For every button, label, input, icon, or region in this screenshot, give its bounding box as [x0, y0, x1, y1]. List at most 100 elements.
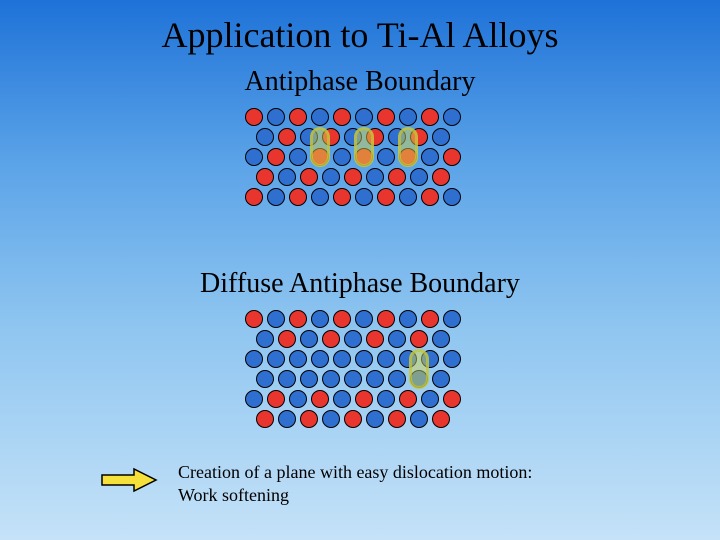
atom-red [245, 108, 263, 126]
atom-red [344, 410, 362, 428]
atom-blue [399, 310, 417, 328]
atom-red [421, 108, 439, 126]
highlight-pill [310, 127, 330, 167]
atom-blue [377, 390, 395, 408]
atom-blue [421, 148, 439, 166]
atom-blue [256, 330, 274, 348]
section-1-label: Antiphase Boundary [0, 66, 720, 98]
atom-blue [300, 330, 318, 348]
footnote-line-2: Work softening [178, 484, 532, 507]
atom-red [399, 390, 417, 408]
atom-red [311, 390, 329, 408]
atom-red [421, 310, 439, 328]
atom-blue [289, 390, 307, 408]
atom-blue [377, 350, 395, 368]
atom-red [267, 390, 285, 408]
atom-blue [322, 410, 340, 428]
highlight-pill [354, 127, 374, 167]
highlight-pill [409, 349, 429, 389]
atom-red [388, 168, 406, 186]
atom-blue [344, 370, 362, 388]
atom-red [421, 188, 439, 206]
footnote-text: Creation of a plane with easy dislocatio… [178, 461, 532, 506]
atom-blue [322, 370, 340, 388]
atom-red [267, 148, 285, 166]
arrow-right-icon [100, 467, 160, 493]
page-title: Application to Ti-Al Alloys [0, 0, 720, 56]
atom-red [278, 330, 296, 348]
atom-red [443, 390, 461, 408]
atom-blue [311, 350, 329, 368]
section-2-label: Diffuse Antiphase Boundary [0, 268, 720, 300]
atom-blue [432, 128, 450, 146]
atom-blue [344, 330, 362, 348]
atom-red [300, 168, 318, 186]
atom-red [245, 188, 263, 206]
atom-blue [256, 370, 274, 388]
atom-blue [388, 330, 406, 348]
highlight-pill [398, 127, 418, 167]
footnote-line-1: Creation of a plane with easy dislocatio… [178, 461, 532, 484]
atom-red [377, 108, 395, 126]
atom-blue [245, 390, 263, 408]
atom-blue [388, 370, 406, 388]
atom-blue [267, 108, 285, 126]
atom-red [289, 310, 307, 328]
atom-red [278, 128, 296, 146]
atom-blue [421, 390, 439, 408]
atom-blue [278, 168, 296, 186]
atom-blue [256, 128, 274, 146]
atom-blue [443, 350, 461, 368]
atom-blue [443, 108, 461, 126]
atom-red [432, 410, 450, 428]
atom-red [377, 310, 395, 328]
atom-blue [355, 350, 373, 368]
atom-blue [289, 350, 307, 368]
atom-blue [410, 168, 428, 186]
atom-blue [278, 370, 296, 388]
atom-blue [355, 108, 373, 126]
atom-red [289, 188, 307, 206]
atom-blue [355, 188, 373, 206]
atom-blue [333, 148, 351, 166]
atom-blue [432, 330, 450, 348]
atom-blue [267, 350, 285, 368]
atom-blue [377, 148, 395, 166]
atom-blue [278, 410, 296, 428]
atom-blue [289, 148, 307, 166]
atom-red [300, 410, 318, 428]
atom-blue [366, 168, 384, 186]
atom-blue [311, 108, 329, 126]
atom-red [388, 410, 406, 428]
lattice-2-wrap [0, 300, 720, 432]
atom-blue [245, 350, 263, 368]
atom-blue [410, 410, 428, 428]
atom-blue [443, 188, 461, 206]
atom-blue [399, 188, 417, 206]
atom-blue [311, 310, 329, 328]
atom-red [256, 410, 274, 428]
atom-blue [399, 108, 417, 126]
atom-blue [311, 188, 329, 206]
atom-red [289, 108, 307, 126]
atom-blue [267, 310, 285, 328]
atom-red [256, 168, 274, 186]
atom-red [333, 310, 351, 328]
atom-red [377, 188, 395, 206]
lattice-2 [245, 310, 475, 432]
atom-blue [300, 370, 318, 388]
atom-blue [333, 390, 351, 408]
atom-red [322, 330, 340, 348]
atom-red [333, 108, 351, 126]
atom-blue [443, 310, 461, 328]
atom-red [245, 310, 263, 328]
atom-red [355, 390, 373, 408]
atom-red [443, 148, 461, 166]
atom-blue [432, 370, 450, 388]
atom-blue [267, 188, 285, 206]
atom-blue [245, 148, 263, 166]
atom-red [333, 188, 351, 206]
atom-red [344, 168, 362, 186]
atom-red [366, 330, 384, 348]
lattice-1 [245, 108, 475, 210]
